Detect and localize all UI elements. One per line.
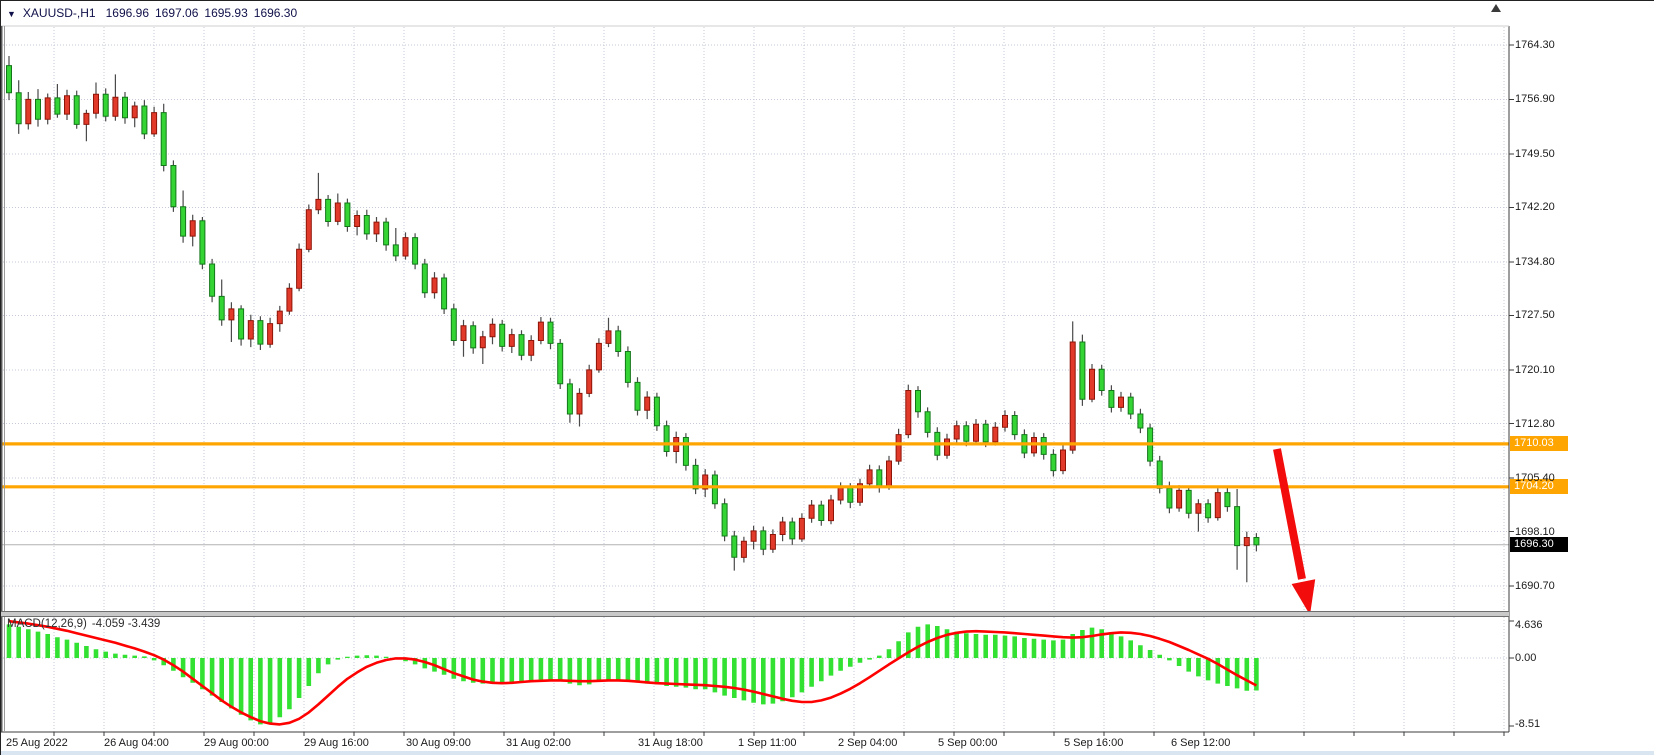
price-tag-resistance: 1710.03	[1510, 436, 1568, 451]
chart-title: XAUUSD-,H1	[22, 6, 96, 20]
price-axis-label: 1734.80	[1515, 256, 1555, 268]
time-axis-label: 26 Aug 04:00	[104, 737, 169, 749]
price-axis-label: 1690.70	[1515, 580, 1555, 592]
time-axis-label: 25 Aug 2022	[6, 737, 68, 749]
chart-canvas[interactable]	[1, 26, 1509, 612]
price-axis-label: 1764.30	[1515, 39, 1555, 51]
indicator-pane-separator[interactable]	[1, 611, 1509, 617]
macd-axis-label: 0.00	[1515, 652, 1537, 664]
price-axis-label: 1720.10	[1515, 364, 1555, 376]
macd-signal-line	[8, 619, 1258, 726]
time-axis-label: 31 Aug 02:00	[506, 737, 571, 749]
arrow-annotation[interactable]	[1273, 448, 1316, 615]
quote-high: 1697.06	[155, 6, 199, 20]
indicator-name: MACD(12,26,9)	[7, 618, 87, 630]
time-axis-label: 29 Aug 00:00	[204, 737, 269, 749]
macd-axis-label: -8.51	[1515, 718, 1541, 730]
time-axis-label: 2 Sep 04:00	[838, 737, 898, 749]
time-axis[interactable]	[1, 732, 1509, 752]
quote-close: 1696.30	[253, 6, 298, 20]
time-axis-label: 30 Aug 09:00	[406, 737, 471, 749]
price-axis-label: 1712.80	[1515, 418, 1555, 430]
price-axis-label: 1756.90	[1515, 93, 1555, 105]
time-axis-label: 29 Aug 16:00	[304, 737, 369, 749]
time-axis-label: 31 Aug 18:00	[638, 737, 703, 749]
indicator-values: -4.059 -3.439	[91, 618, 161, 630]
price-axis-label: 1742.20	[1515, 201, 1555, 213]
macd-axis-label: 4.636	[1515, 619, 1543, 631]
candlestick-series	[6, 56, 1260, 583]
time-axis-label: 5 Sep 16:00	[1064, 737, 1124, 749]
price-tag-bid: 1696.30	[1510, 537, 1568, 552]
time-axis-label: 1 Sep 11:00	[738, 737, 797, 749]
price-axis-label: 1749.50	[1515, 148, 1555, 160]
price-axis[interactable]	[1509, 26, 1654, 732]
price-tag-support: 1704.20	[1510, 479, 1568, 494]
autoscroll-marker-icon	[1491, 4, 1501, 12]
indicator-label: MACD(12,26,9) -4.059 -3.439	[7, 618, 160, 630]
quote-low: 1695.93	[204, 6, 248, 20]
symbol-dropdown-icon[interactable]: ▼	[7, 9, 16, 19]
price-axis-label: 1705.40	[1515, 472, 1555, 484]
price-axis-label: 1698.10	[1515, 526, 1555, 538]
taskbar-edge	[1, 751, 1654, 755]
macd-histogram	[6, 624, 1259, 725]
time-axis-label: 5 Sep 00:00	[938, 737, 998, 749]
price-axis-label: 1727.50	[1515, 309, 1555, 321]
chart-title-bar: ▼ XAUUSD-,H1 1696.96 1697.06 1695.93 1696.30	[7, 6, 303, 20]
quote-open: 1696.96	[105, 6, 149, 20]
time-axis-label: 6 Sep 12:00	[1171, 737, 1231, 749]
